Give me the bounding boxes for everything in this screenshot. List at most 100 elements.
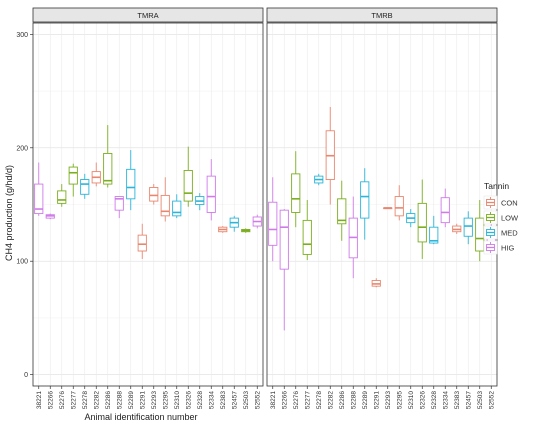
x-tick-label: 52278 xyxy=(316,391,323,409)
box-iqr xyxy=(137,234,147,252)
box-52276 xyxy=(291,151,301,228)
x-tick-label: 52334 xyxy=(208,391,215,409)
box-52277 xyxy=(302,199,312,261)
box-52288 xyxy=(348,196,358,279)
box-52328 xyxy=(429,215,439,245)
x-tick-label: 52282 xyxy=(327,391,334,409)
box-52276 xyxy=(57,184,67,207)
y-tick-label: 200 xyxy=(16,145,28,152)
box-iqr xyxy=(80,179,90,195)
box-52457 xyxy=(463,211,473,245)
y-tick-label: 300 xyxy=(16,32,28,39)
x-tick-label: 52282 xyxy=(93,391,100,409)
legend-label: HIG xyxy=(501,244,515,253)
box-iqr xyxy=(149,187,159,202)
x-tick-label: 52288 xyxy=(350,391,357,409)
x-axis-label: Animal identification number xyxy=(84,412,197,422)
box-iqr xyxy=(160,194,170,217)
panels-layer: TMRA 38221 52266 52276 52277 52278 52282 52286 5… xyxy=(32,7,498,409)
panel-border xyxy=(32,22,264,387)
box-52282 xyxy=(91,162,101,187)
box-52310 xyxy=(172,194,182,219)
box-52326 xyxy=(417,179,427,259)
x-tick-label: 52503 xyxy=(243,391,250,409)
legend-label: MED xyxy=(501,229,518,238)
box-iqr xyxy=(57,190,67,204)
box-52282 xyxy=(325,106,335,205)
x-tick-label: 52291 xyxy=(139,391,146,409)
box-52286 xyxy=(337,180,347,241)
box-iqr xyxy=(126,168,136,200)
box-52289 xyxy=(126,150,136,211)
box-52552 xyxy=(252,214,262,229)
legend-label: CON xyxy=(501,199,518,208)
x-tick-label: 52328 xyxy=(197,391,204,409)
box-iqr xyxy=(206,175,216,213)
box-iqr xyxy=(440,197,450,224)
legend-item-low: LOW xyxy=(483,210,519,225)
box-iqr xyxy=(360,181,370,219)
box-52383 xyxy=(218,226,228,233)
box-52326 xyxy=(183,146,193,207)
box-iqr xyxy=(183,170,193,202)
legend: Tannin CON LOW MED HIG xyxy=(483,181,519,255)
box-52503 xyxy=(475,199,485,262)
box-iqr xyxy=(302,219,312,255)
x-tick-label: 52276 xyxy=(293,391,300,409)
x-tick-label: 52310 xyxy=(174,391,181,409)
box-iqr xyxy=(68,166,78,185)
legend-item-con: CON xyxy=(483,195,518,210)
box-52286 xyxy=(103,125,113,188)
box-38221 xyxy=(34,162,44,216)
legend-item-hig: HIG xyxy=(483,240,515,255)
box-52383 xyxy=(452,223,462,234)
box-38221 xyxy=(268,177,278,262)
box-52277 xyxy=(68,163,78,197)
box-iqr xyxy=(268,201,278,246)
box-iqr xyxy=(337,198,347,225)
box-52503 xyxy=(241,228,251,233)
legend-item-med: MED xyxy=(483,225,518,240)
box-52278 xyxy=(314,173,324,186)
x-tick-label: 52328 xyxy=(431,391,438,409)
box-iqr xyxy=(172,200,182,217)
x-tick-label: 52266 xyxy=(281,391,288,409)
box-52288 xyxy=(114,196,124,219)
x-tick-label: 52503 xyxy=(477,391,484,409)
x-tick-label: 52293 xyxy=(151,391,158,409)
box-52289 xyxy=(360,168,370,240)
x-tick-label: 52289 xyxy=(362,391,369,409)
box-iqr xyxy=(429,226,439,244)
box-iqr xyxy=(394,196,404,217)
box-52293 xyxy=(383,207,393,210)
legend-label: LOW xyxy=(501,214,519,223)
x-tick-label: 52383 xyxy=(220,391,227,409)
box-52293 xyxy=(149,184,159,205)
y-tick-label: 0 xyxy=(24,372,28,379)
legend-title: Tannin xyxy=(484,181,509,191)
x-tick-label: 52286 xyxy=(105,391,112,409)
panel-strip xyxy=(32,7,264,23)
x-tick-label: 52295 xyxy=(162,391,169,409)
x-tick-label: 52277 xyxy=(70,391,77,409)
x-tick-label: 52552 xyxy=(488,391,495,409)
panel-strip-title: TMRB xyxy=(371,11,392,20)
box-iqr xyxy=(475,217,485,252)
x-tick-label: 52289 xyxy=(128,391,135,409)
x-tick-label: 52286 xyxy=(339,391,346,409)
box-52291 xyxy=(371,278,381,288)
box-iqr xyxy=(463,217,473,237)
box-52334 xyxy=(206,159,216,221)
box-52266 xyxy=(279,209,289,331)
panel-strip xyxy=(266,7,498,23)
x-tick-label: 52457 xyxy=(465,391,472,409)
x-tick-label: 52277 xyxy=(304,391,311,409)
x-tick-label: 52293 xyxy=(385,391,392,409)
box-52457 xyxy=(229,215,239,232)
box-52295 xyxy=(394,185,404,221)
x-tick-label: 52326 xyxy=(185,391,192,409)
box-52291 xyxy=(137,223,147,259)
x-tick-label: 52291 xyxy=(373,391,380,409)
panel-tmrb: TMRB 38221 52266 52276 52277 52278 52282 52286 5… xyxy=(266,7,498,409)
